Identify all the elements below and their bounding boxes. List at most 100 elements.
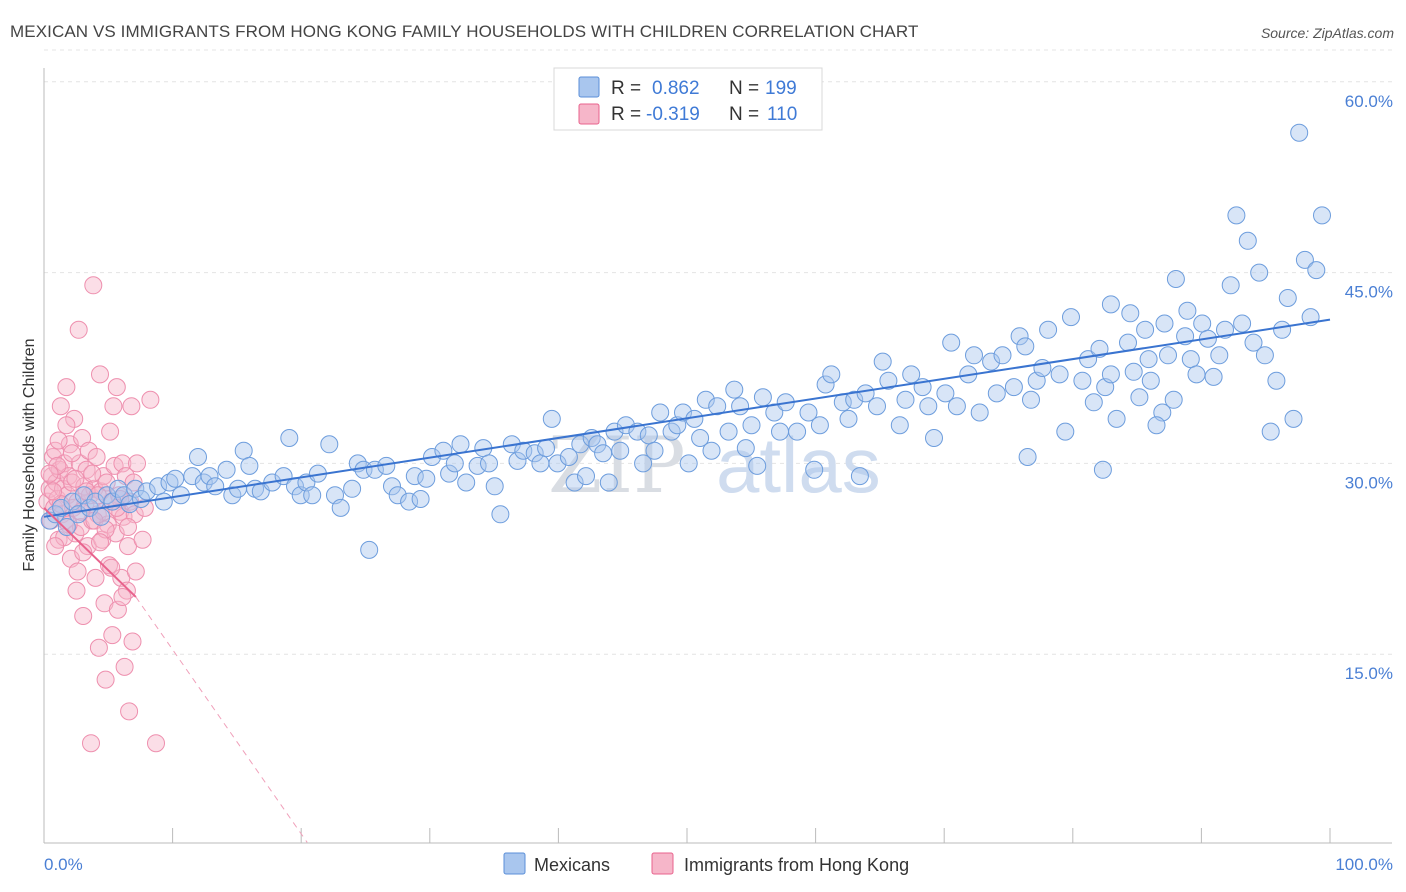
hongkong-point xyxy=(107,378,126,397)
mexicans-point xyxy=(736,439,755,458)
mexicans-point xyxy=(925,429,943,447)
chart-title: MEXICAN VS IMMIGRANTS FROM HONG KONG FAM… xyxy=(10,22,919,41)
mexicans-point xyxy=(896,390,915,409)
mexicans-point xyxy=(1295,250,1314,269)
mexicans-point xyxy=(748,456,767,475)
mexicans-point xyxy=(1090,339,1109,358)
hongkong-point xyxy=(83,464,102,483)
mexicans-point xyxy=(1004,378,1023,397)
mexicans-point xyxy=(1250,263,1269,282)
hongkong-point xyxy=(120,702,139,721)
mexicans-point xyxy=(679,454,698,473)
mexicans-point xyxy=(234,441,253,460)
hongkong-trend-line xyxy=(43,507,137,598)
hongkong-point xyxy=(82,734,100,753)
y-tick-label: 30.0% xyxy=(1345,473,1393,492)
mexicans-point xyxy=(451,435,470,454)
mexicans-point xyxy=(559,448,578,466)
legend-swatch-blue xyxy=(578,76,600,98)
hongkong-point xyxy=(141,390,160,409)
mexicans-point xyxy=(1101,295,1120,314)
mexicans-point xyxy=(1227,206,1246,225)
mexicans-point xyxy=(480,454,498,473)
mexicans-point xyxy=(753,388,772,407)
mexicans-point xyxy=(771,422,789,441)
mexicans-point xyxy=(708,397,727,416)
mexicans-point xyxy=(1216,320,1234,339)
mexicans-point xyxy=(508,451,527,470)
mexicans-point xyxy=(810,416,829,435)
mexicans-point xyxy=(987,384,1006,403)
hongkong-point xyxy=(63,444,81,463)
mexicans-point xyxy=(1284,409,1303,428)
mexicans-point xyxy=(1307,261,1326,280)
mexicans-point xyxy=(822,365,841,384)
bottom-legend-swatch-pink xyxy=(651,852,674,875)
mexicans-point xyxy=(731,397,750,416)
mexicans-point xyxy=(137,482,156,501)
mexicans-point xyxy=(320,435,339,454)
x-tick-label-min: 0.0% xyxy=(44,855,83,874)
axes xyxy=(43,68,1392,844)
mexicans-point xyxy=(616,416,635,435)
mexicans-point xyxy=(816,375,835,394)
mexicans-point xyxy=(1039,320,1058,339)
mexicans-point xyxy=(417,469,436,488)
hongkong-point xyxy=(66,469,85,488)
legend-n-value-blue: 199 xyxy=(765,78,797,99)
hongkong-point xyxy=(113,588,132,606)
mexicans-point xyxy=(1121,304,1140,323)
bottom-legend-label-pink: Immigrants from Hong Kong xyxy=(684,855,909,875)
mexicans-point xyxy=(1139,350,1158,369)
mexicans-point xyxy=(845,390,864,409)
mexicans-point xyxy=(343,479,362,498)
mexicans-point xyxy=(599,473,618,492)
mexicans-point xyxy=(702,441,721,460)
mexicans-point xyxy=(1062,308,1080,327)
mexicans-point xyxy=(839,409,858,428)
bottom-legend: Mexicans Immigrants from Hong Kong xyxy=(503,852,909,875)
y-tick-label: 45.0% xyxy=(1345,283,1393,302)
mexicans-point xyxy=(1313,206,1331,225)
mexicans-point xyxy=(1050,365,1069,384)
mexicans-point xyxy=(1290,123,1309,142)
hongkong-point xyxy=(122,397,141,416)
grid-lines xyxy=(44,49,1392,655)
mexicans-point xyxy=(514,441,533,460)
y-tick-labels: 15.0% 30.0% 45.0% 60.0% xyxy=(1345,92,1393,683)
mexicans-point xyxy=(1210,346,1229,365)
mexicans-point xyxy=(799,403,818,422)
hongkong-point xyxy=(128,454,146,473)
mexicans-point xyxy=(1084,393,1103,412)
mexicans-point xyxy=(577,467,595,486)
mexicans-point xyxy=(548,454,567,473)
hongkong-point xyxy=(49,431,68,450)
hongkong-point xyxy=(96,670,115,689)
legend-box: R = 0.862 N = 199 R = -0.319 N = 110 xyxy=(553,67,823,131)
hongkong-point xyxy=(57,416,76,435)
mexicans-point xyxy=(970,403,989,422)
mexicans-point xyxy=(919,397,938,416)
mexicans-point xyxy=(868,397,886,416)
bottom-legend-swatch-blue xyxy=(503,852,526,875)
hongkong-point xyxy=(117,581,136,600)
mexicans-point xyxy=(1107,409,1126,428)
hongkong-point xyxy=(147,734,165,753)
mexicans-point xyxy=(965,346,983,365)
mexicans-point xyxy=(1193,314,1212,333)
mexicans-point xyxy=(189,448,207,466)
mexicans-point xyxy=(1101,365,1120,384)
mexicans-point xyxy=(890,416,909,435)
mexicans-point xyxy=(719,422,738,441)
hongkong-point xyxy=(68,562,87,581)
mexicans-point xyxy=(1073,371,1092,390)
legend-n-label-pink: N = xyxy=(729,104,759,125)
mexicans-point xyxy=(588,435,607,454)
mexicans-point xyxy=(742,416,761,435)
legend-swatch-pink xyxy=(578,103,600,125)
mexicans-point xyxy=(166,469,185,488)
hongkong-point xyxy=(84,276,103,295)
y-tick-label: 60.0% xyxy=(1345,92,1393,111)
hongkong-point xyxy=(74,607,93,625)
mexicans-point xyxy=(1124,362,1143,381)
